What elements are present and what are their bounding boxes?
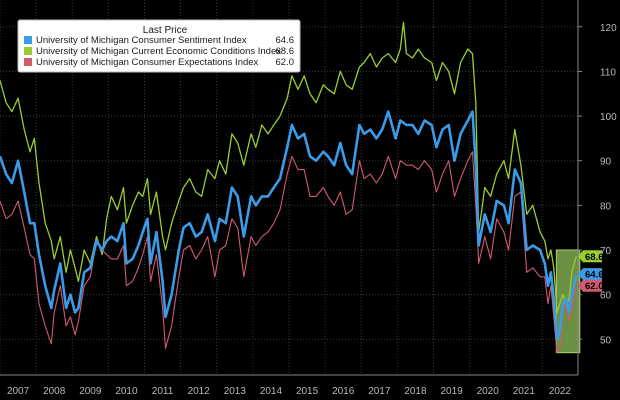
y-tick-label: 120 — [600, 23, 617, 34]
legend-swatch-1 — [24, 47, 32, 55]
x-tick-label: 2018 — [404, 386, 427, 397]
legend-entry-name: University of Michigan Consumer Expectat… — [36, 57, 259, 68]
legend-entry-name: University of Michigan Consumer Sentimen… — [36, 35, 247, 46]
x-tick-label: 2011 — [152, 386, 174, 397]
badge-shape — [578, 268, 602, 281]
legend-entry-value: 62.0 — [276, 57, 295, 68]
x-tick-label: 2019 — [440, 386, 463, 397]
last-value-badges: 64.6 68.6 62.0 — [578, 250, 604, 292]
legend-swatch-0 — [24, 36, 32, 44]
x-tick-label: 2016 — [332, 386, 355, 397]
last-value-badge-1: 68.6 — [578, 250, 604, 263]
last-value-badge-0: 64.6 — [578, 268, 604, 281]
legend-entry-value: 64.6 — [276, 35, 295, 46]
x-tick-label: 2020 — [477, 386, 500, 397]
x-tick-label: 2007 — [7, 386, 30, 397]
legend-items: University of Michigan Consumer Sentimen… — [24, 35, 294, 68]
badge-value: 64.6 — [585, 270, 604, 281]
legend-entry-value: 68.6 — [276, 46, 295, 57]
legend-title: Last Price — [143, 25, 188, 36]
y-tick-label: 100 — [600, 112, 617, 123]
badge-shape — [578, 279, 602, 292]
x-tick-label: 2009 — [79, 386, 102, 397]
badge-value: 68.6 — [585, 252, 604, 263]
y-tick-label: 50 — [600, 335, 612, 346]
y-tick-label: 110 — [600, 67, 616, 78]
legend-box — [17, 19, 301, 73]
x-tick-label: 2022 — [549, 386, 572, 397]
y-tick-label: 90 — [600, 157, 612, 168]
x-tick-label: 2014 — [260, 386, 283, 397]
legend-entry-name: University of Michigan Current Economic … — [36, 46, 281, 57]
legend-swatch-2 — [24, 58, 32, 66]
legend: Last Price University of Michigan Consum… — [17, 19, 301, 73]
last-value-badge-2: 62.0 — [578, 279, 604, 292]
series-line-2 — [0, 151, 577, 354]
x-tick-label: 2008 — [43, 386, 66, 397]
badge-shape — [578, 250, 602, 263]
x-tick-label: 2017 — [368, 386, 391, 397]
x-tick-label: 2013 — [224, 386, 247, 397]
y-tick-label: 80 — [600, 201, 612, 212]
series-line-0 — [0, 110, 578, 341]
x-tick-label: 2021 — [513, 386, 536, 397]
y-tick-label: 70 — [600, 246, 612, 257]
x-tick-label: 2015 — [296, 386, 319, 397]
series-lines — [0, 21, 578, 354]
badge-value: 62.0 — [585, 281, 604, 292]
y-tick-label: 60 — [600, 291, 612, 302]
x-tick-label: 2012 — [188, 386, 211, 397]
x-tick-label: 2010 — [115, 386, 138, 397]
